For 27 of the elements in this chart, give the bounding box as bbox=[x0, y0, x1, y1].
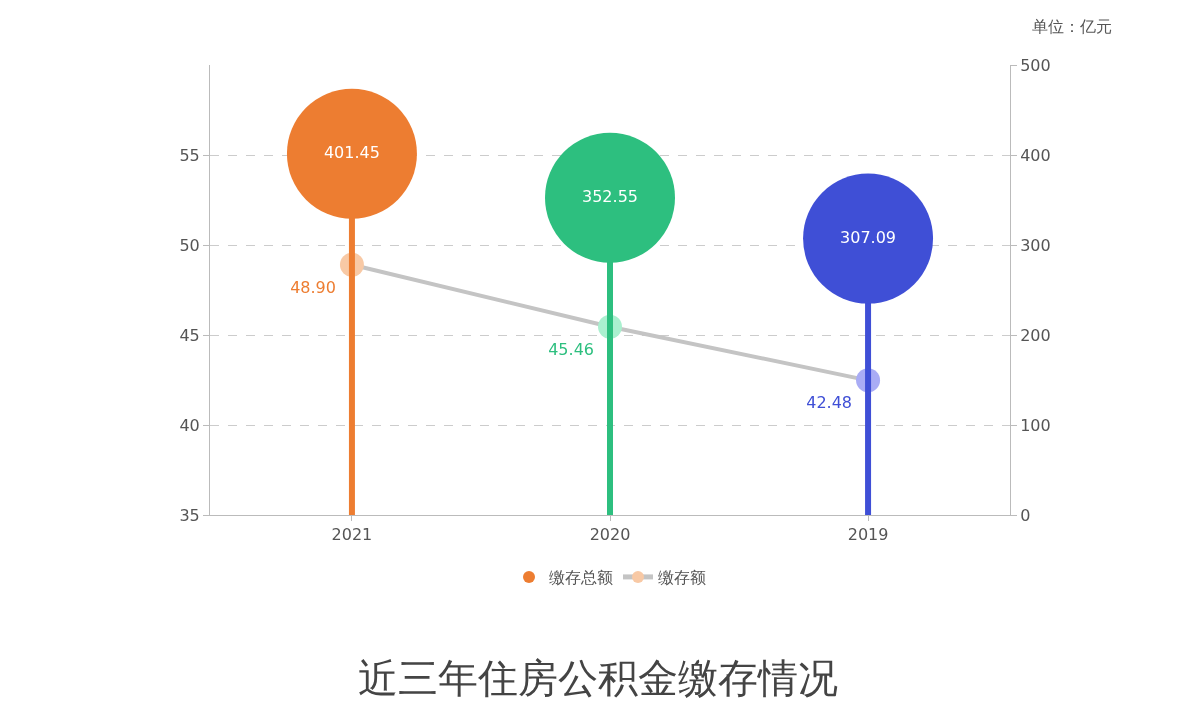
text: 单位：亿元 bbox=[1032, 17, 1112, 36]
y2-tick-label: 0 bbox=[1020, 505, 1031, 525]
legend-label: 缴存额 bbox=[658, 568, 706, 588]
y-tick-label: 50 bbox=[179, 235, 200, 255]
x-tick-label: 2019 bbox=[847, 525, 889, 545]
point bbox=[803, 173, 934, 304]
y-tick-label: 35 bbox=[179, 505, 200, 525]
y2-tick-label: 400 bbox=[1020, 145, 1051, 165]
y2-tick-label: 100 bbox=[1020, 415, 1051, 435]
point bbox=[287, 88, 417, 219]
y-tick-label: 55 bbox=[179, 145, 200, 165]
y2-tick-label: 200 bbox=[1020, 325, 1051, 345]
point bbox=[545, 132, 675, 263]
x-tick-label: 2021 bbox=[331, 525, 373, 545]
y-tick-label: 45 bbox=[179, 325, 200, 345]
data-label: 307.09 bbox=[840, 227, 897, 247]
y2-tick-label: 300 bbox=[1020, 235, 1051, 255]
data-label: 45.46 bbox=[548, 339, 594, 359]
data-label: 401.45 bbox=[323, 142, 380, 162]
legend-label: 缴存总额 bbox=[549, 568, 613, 588]
data-label: 42.48 bbox=[806, 393, 853, 413]
y-tick-label: 40 bbox=[179, 415, 200, 435]
y2-tick-label: 500 bbox=[1020, 55, 1051, 75]
x-tick-label: 2020 bbox=[589, 525, 631, 545]
text: 近三年住房公积金缴存情况 bbox=[358, 654, 838, 701]
data-label: 352.55 bbox=[582, 186, 638, 206]
data-label: 48.90 bbox=[290, 277, 336, 297]
